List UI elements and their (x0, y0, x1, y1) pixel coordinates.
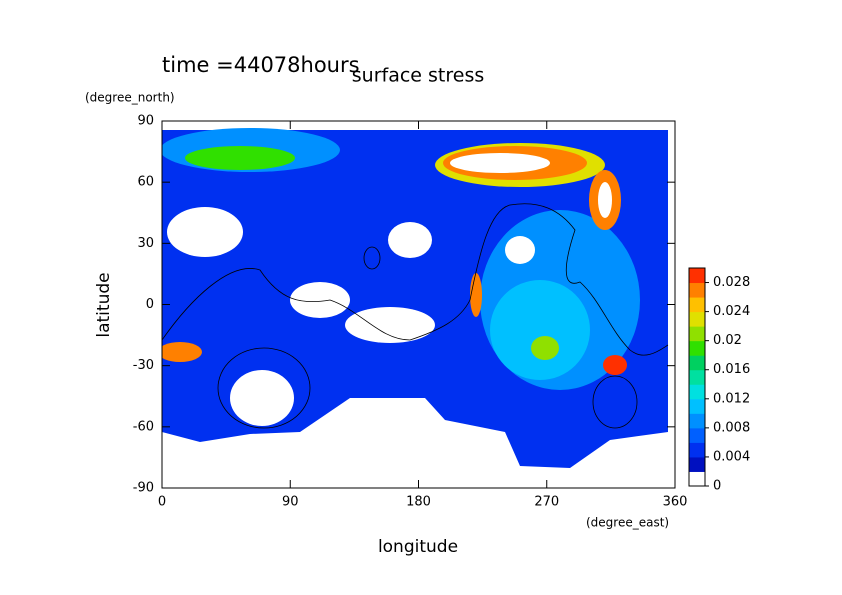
colorbar-tick-label: 0 (713, 479, 721, 494)
colorbar-tick-label: 0.028 (713, 275, 750, 290)
y-tick-label: -90 (133, 481, 154, 496)
coastline (217, 347, 311, 429)
colorbar-band (689, 326, 705, 342)
colorbar-tick-label: 0.024 (713, 304, 750, 319)
coastline (162, 203, 669, 356)
colorbar-band (689, 427, 705, 443)
colorbar-band (689, 442, 705, 458)
chart-title: surface stress (352, 65, 485, 87)
x-tick-label: 270 (534, 495, 559, 510)
y-tick-label: 90 (137, 114, 154, 129)
field-blob (388, 222, 432, 258)
coastline (363, 246, 381, 270)
field-blob (531, 336, 559, 360)
field-blob (598, 182, 612, 218)
colorbar-band (689, 268, 705, 284)
y-axis-label: latitude (94, 272, 114, 337)
y-unit: (degree_north) (85, 91, 175, 105)
colorbar-tick-label: 0.016 (713, 362, 750, 377)
y-tick-label: -60 (133, 419, 154, 434)
y-tick-label: 60 (137, 175, 154, 190)
contour-field (162, 128, 669, 468)
colorbar-band (689, 369, 705, 385)
y-tick-label: 0 (146, 297, 154, 312)
colorbar-band (689, 297, 705, 313)
field-blob (470, 273, 482, 317)
y-tick-label: 30 (137, 236, 154, 251)
colorbar-band (689, 355, 705, 371)
field-blob (185, 146, 295, 170)
field-blob (290, 282, 350, 318)
colorbar-band (689, 471, 705, 487)
field-blob (230, 370, 294, 426)
colorbar-tick-label: 0.02 (713, 333, 742, 348)
x-tick-label: 0 (158, 495, 166, 510)
field-blob (162, 342, 202, 362)
colorbar-band (689, 456, 705, 472)
x-unit: (degree_east) (586, 516, 669, 530)
x-axis-label: longitude (378, 537, 458, 557)
colorbar-band (689, 384, 705, 400)
field-blob (167, 207, 243, 257)
colorbar-band (689, 398, 705, 414)
x-tick-label: 180 (406, 495, 431, 510)
coastline (592, 375, 638, 429)
field-blob (450, 153, 550, 173)
colorbar-frame (688, 267, 706, 487)
field-blob (505, 236, 535, 264)
field-blob (345, 307, 435, 343)
field-blob (490, 280, 590, 380)
colorbar-band (689, 311, 705, 327)
colorbar-tick-label: 0.008 (713, 420, 750, 435)
y-tick-label: -30 (133, 358, 154, 373)
colorbar-band (689, 340, 705, 356)
x-tick-label: 360 (663, 495, 688, 510)
colorbar-band (689, 413, 705, 429)
colorbar-tick-label: 0.004 (713, 449, 750, 464)
x-tick-label: 90 (282, 495, 299, 510)
field-blob (603, 355, 627, 375)
colorbar-band (689, 282, 705, 298)
chart-subtitle: time =44078hours (162, 53, 360, 77)
colorbar-tick-label: 0.012 (713, 391, 750, 406)
